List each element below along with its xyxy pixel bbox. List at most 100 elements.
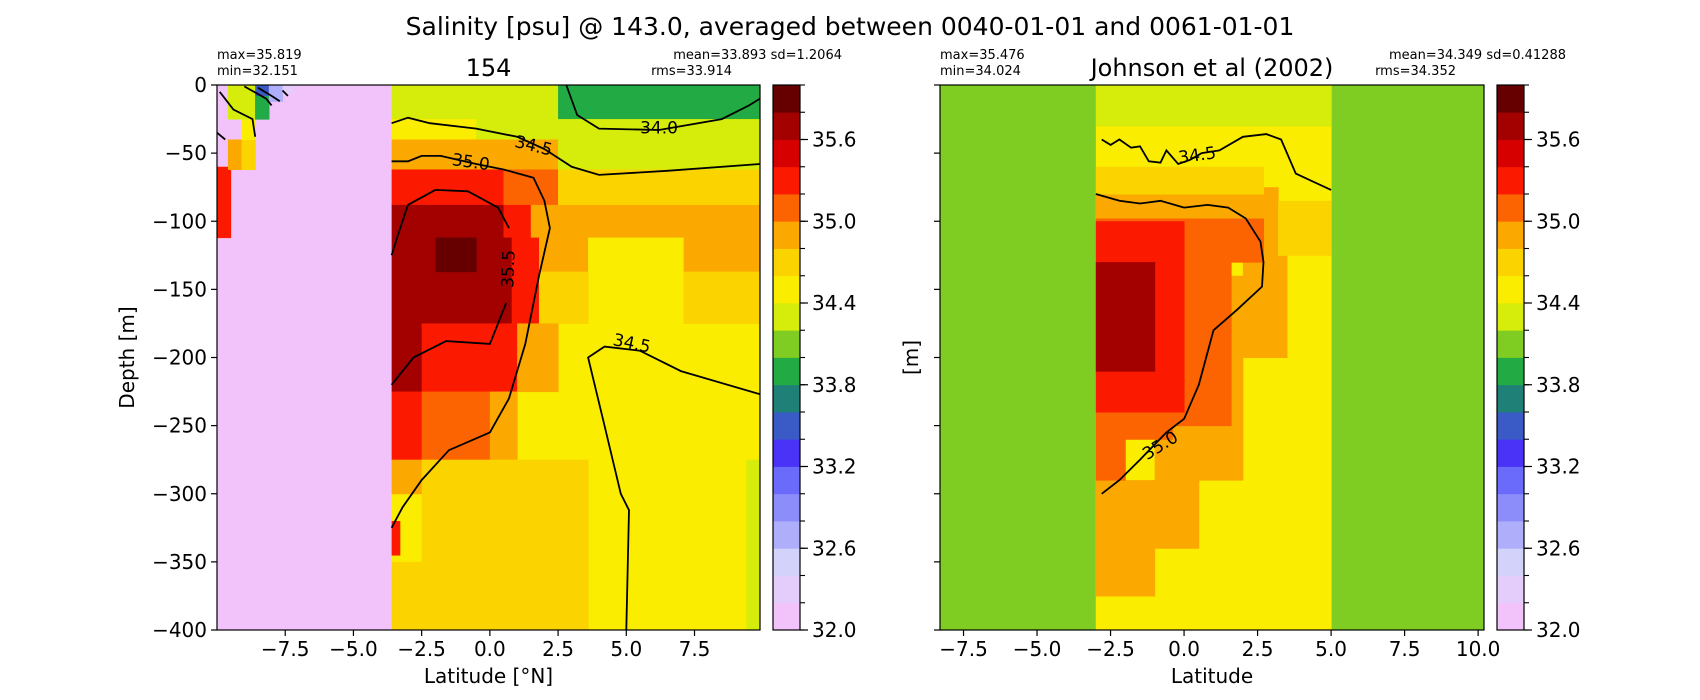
colorbar-swatch [1497, 166, 1524, 195]
contour-line-35-5 [390, 302, 508, 386]
heatmap-cell [435, 169, 505, 206]
colorbar-swatch [773, 275, 800, 304]
colorbar-swatch [1497, 521, 1524, 549]
y-tick-label: 0 [194, 73, 207, 97]
heatmap-cell [241, 139, 256, 170]
contour-label: 34.0 [640, 119, 678, 139]
colorbar-swatch [773, 330, 800, 358]
contour-line-32-5 [281, 89, 289, 97]
figure-title: Salinity [psu] @ 143.0, averaged between… [406, 12, 1295, 41]
colorbar-swatch [773, 521, 800, 549]
colorbar-swatch [773, 602, 800, 631]
x-tick-label: −5.0 [1013, 637, 1062, 661]
colorbar-swatch [1497, 139, 1524, 168]
heatmap-cell [558, 85, 761, 120]
y-axis-left: 0 −50 −100 −150 −200 −250 −300 −350 −400 [152, 73, 217, 642]
colorbar-tick-label: 33.2 [812, 455, 857, 479]
colorbar-tick-label: 34.4 [812, 291, 857, 315]
contour-line-34-5 [1101, 133, 1332, 191]
colorbar-tick-label: 32.0 [812, 618, 857, 642]
heatmap-cell [503, 169, 559, 206]
y-tick-label: −200 [152, 346, 207, 370]
heatmap-cell [558, 139, 761, 170]
heatmap-cell [1095, 480, 1156, 597]
colorbar-swatch [773, 466, 800, 495]
heatmap-cell [421, 459, 589, 563]
heatmap-cell [435, 237, 477, 273]
heatmap-cell [1231, 218, 1264, 263]
colorbar-swatch [773, 248, 800, 277]
x-tick-label: 7.5 [1389, 637, 1421, 661]
colorbar-tick-label: 35.6 [812, 128, 857, 152]
x-tick-label: 0.0 [1168, 637, 1200, 661]
colorbar-swatch [773, 357, 800, 386]
heatmap-cell [1278, 200, 1332, 256]
colorbar-tick-label: 35.6 [1536, 128, 1581, 152]
heatmap-cell [683, 271, 761, 324]
heatmap-cell [503, 204, 532, 239]
contour-line-35-0 [1095, 193, 1265, 495]
colorbar-swatch [773, 85, 800, 113]
y-tick-label: −100 [152, 209, 207, 233]
colorbar-swatch [1497, 112, 1524, 140]
x-tick-label: 5.0 [610, 637, 642, 661]
colorbar-swatch [1497, 248, 1524, 277]
heatmap-cell [241, 119, 256, 140]
colorbar-swatch [1497, 493, 1524, 522]
stat-rms-right: rms=34.352 [1375, 64, 1456, 79]
heatmap-cell [391, 391, 423, 461]
y-axis-label-right: [m] [899, 340, 923, 375]
heatmap-cell [391, 561, 589, 631]
heatmap-cell [391, 169, 436, 206]
y-tick-label: −400 [152, 618, 207, 642]
heatmap-cell [588, 237, 685, 273]
heatmap-cell [282, 85, 294, 94]
x-tick-label: 0.0 [474, 637, 506, 661]
x-tick-label: −5.0 [329, 637, 378, 661]
contour-line-35-0 [390, 155, 551, 529]
colorbar-swatch [1497, 194, 1524, 222]
colorbar-swatch [1497, 221, 1524, 249]
stat-mean-sd-right: mean=34.349 sd=0.41288 [1389, 48, 1566, 63]
stat-max-left: max=35.819 [217, 48, 302, 63]
stat-min-right: min=34.024 [940, 64, 1021, 79]
stat-max-right: max=35.476 [940, 48, 1025, 63]
colorbar-tick-label: 34.4 [1536, 291, 1581, 315]
colorbar-tick-label: 33.2 [1536, 455, 1581, 479]
x-axis-label-left: Latitude [°N] [424, 664, 553, 688]
colorbar-left: 32.0 32.6 33.2 33.8 34.4 35.0 35.6 [772, 84, 857, 642]
heatmap-cell [421, 391, 491, 461]
heatmap-cell [1095, 262, 1156, 372]
colorbar-swatch [773, 166, 800, 195]
colorbar-tick-label: 35.0 [812, 209, 857, 233]
colorbar-swatch [773, 384, 800, 413]
y-tick-label: −250 [152, 414, 207, 438]
x-tick-label: 5.0 [1315, 637, 1347, 661]
colorbar-swatch [1497, 439, 1524, 467]
colorbar-tick-label: 32.0 [1536, 618, 1581, 642]
contour-line-34-5 [587, 345, 761, 631]
x-axis-right: −7.5 −5.0 −2.5 0.0 2.5 5.0 7.5 10.0 [939, 630, 1500, 661]
heatmap-cell [391, 204, 505, 239]
contour-label: 35.5 [498, 250, 519, 289]
colorbar-swatch [1497, 384, 1524, 413]
colorbar-swatch [1497, 575, 1524, 604]
heatmap-cell [538, 271, 589, 324]
heatmap-cell [391, 521, 401, 556]
colorbar-swatch [773, 493, 800, 522]
x-tick-label: 2.5 [1242, 637, 1274, 661]
x-tick-label: 7.5 [679, 637, 711, 661]
colorbar-swatch [773, 575, 800, 604]
colorbar-swatch [773, 303, 800, 331]
heatmap-cell [1095, 425, 1126, 481]
heatmap-cell [391, 139, 559, 170]
contour-lines-left [216, 84, 761, 631]
contour-lines-right [1095, 133, 1332, 495]
colorbar-swatch [1497, 412, 1524, 440]
heatmap-cell [1095, 85, 1332, 127]
colorbar-tick-label: 32.6 [812, 536, 857, 560]
heatmap-cell [421, 323, 491, 393]
colorbar-right: 32.0 32.6 33.2 33.8 34.4 35.0 35.6 [1496, 84, 1581, 642]
colorbar-swatch [1497, 466, 1524, 495]
heatmap-cells-right [940, 85, 1485, 631]
